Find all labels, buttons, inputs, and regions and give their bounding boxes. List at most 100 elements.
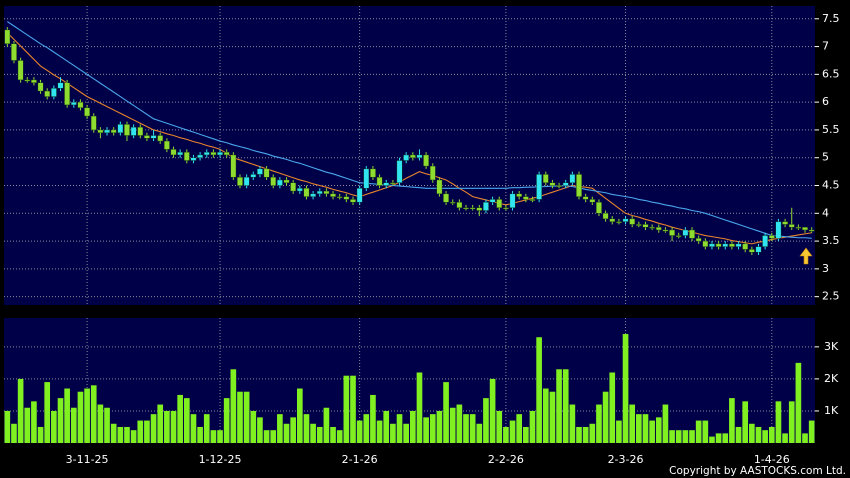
volume-bar (117, 426, 124, 443)
candle-body (250, 174, 257, 178)
volume-bar (310, 423, 316, 443)
volume-bar (449, 407, 456, 443)
candle-body (429, 165, 436, 181)
candle-body (596, 201, 602, 214)
candle-body (350, 199, 356, 203)
candle-body (729, 243, 735, 247)
y-tick-label: 3K (824, 340, 839, 353)
copyright-box (684, 463, 850, 478)
candle-body (343, 196, 350, 200)
candle-body (296, 188, 303, 192)
candle-body (64, 82, 71, 106)
candle-body (50, 88, 57, 97)
volume-bar (257, 417, 263, 443)
volume-bar (183, 398, 190, 443)
volume-bar (602, 391, 609, 443)
volume-bar (456, 404, 463, 443)
candle-body (90, 115, 97, 131)
candle-body (210, 151, 217, 156)
volume-bar (729, 398, 735, 443)
candle-body (542, 174, 549, 183)
volume-bar (210, 430, 217, 443)
y-tick-label: 3.5 (822, 234, 840, 247)
volume-bar (51, 410, 57, 443)
candle-body (164, 140, 170, 150)
volume-bar (709, 436, 715, 443)
volume-bar (503, 426, 509, 443)
candle-body (336, 196, 343, 199)
y-tick-label: 4 (822, 206, 829, 219)
volume-bar (31, 401, 37, 443)
candle-body (788, 224, 795, 228)
volume-bar (576, 426, 582, 443)
volume-bar (562, 369, 569, 443)
candle-body (303, 188, 310, 197)
candle-body (808, 229, 815, 232)
x-tick-label: 1-12-25 (199, 453, 242, 466)
volume-bar (423, 417, 429, 443)
volume-bar (350, 375, 356, 443)
candle-body (742, 243, 749, 250)
candle-body (363, 168, 370, 189)
volume-bar (655, 417, 662, 443)
candle-body (316, 190, 323, 195)
candle-body (190, 157, 197, 161)
volume-bar (150, 414, 157, 443)
candle-body (622, 218, 629, 222)
volume-bar (596, 404, 602, 443)
volume-bar (476, 423, 483, 443)
volume-bar (376, 420, 383, 443)
marker-arrow (799, 247, 813, 265)
volume-bar (383, 410, 390, 443)
volume-bar (24, 407, 31, 443)
volume-bar (97, 404, 104, 443)
volume-bar (77, 391, 84, 443)
volume-bar (755, 426, 762, 443)
volume-bar (403, 423, 409, 443)
volume-bar (429, 414, 436, 443)
volume-bar (370, 394, 376, 443)
volume-bar (795, 362, 802, 443)
candle-body (84, 107, 90, 117)
plot-layer: 2.5 3 3.5 4 4.5 5 5.5 6 6.5 7 7.5 1K 2K 3K 3-11-25 1-12… (4, 6, 840, 466)
volume-bar (250, 410, 257, 443)
candle-body (443, 193, 449, 203)
volume-bar (316, 426, 323, 443)
volume-bar (110, 423, 117, 443)
candle-body (416, 154, 423, 158)
candle-body (483, 201, 489, 211)
candle-body (310, 193, 316, 197)
volume-bar (390, 423, 396, 443)
volume-bar (124, 426, 130, 443)
volume-bar (489, 378, 496, 443)
volume-bar (4, 410, 11, 443)
candle-body (669, 229, 675, 236)
volume-bar (164, 410, 170, 443)
volume-bar (177, 394, 183, 443)
volume-bar (782, 433, 788, 443)
candle-body (649, 226, 655, 229)
volume-bar (230, 369, 237, 443)
volume-bar (689, 430, 695, 443)
volume-bar (556, 369, 562, 443)
volume-bar (616, 420, 622, 443)
volume-bar (363, 414, 370, 443)
volume-bar (582, 426, 589, 443)
volume-bar (290, 417, 296, 443)
volume-bar (17, 378, 24, 443)
volume-bar (649, 420, 655, 443)
volume-bar (629, 404, 636, 443)
candle-body (170, 149, 177, 156)
candle-body (489, 199, 496, 203)
volume-bar (157, 404, 164, 443)
volume-bar (622, 334, 629, 443)
candle-body (283, 179, 290, 183)
candle-body (24, 79, 31, 82)
candle-body (709, 243, 715, 247)
x-tick-label: 1-4-26 (754, 453, 790, 466)
candle-body (549, 182, 556, 186)
candle-body (77, 101, 84, 108)
candle-body (748, 249, 755, 253)
volume-bar (410, 410, 416, 443)
volume-bar (144, 420, 150, 443)
